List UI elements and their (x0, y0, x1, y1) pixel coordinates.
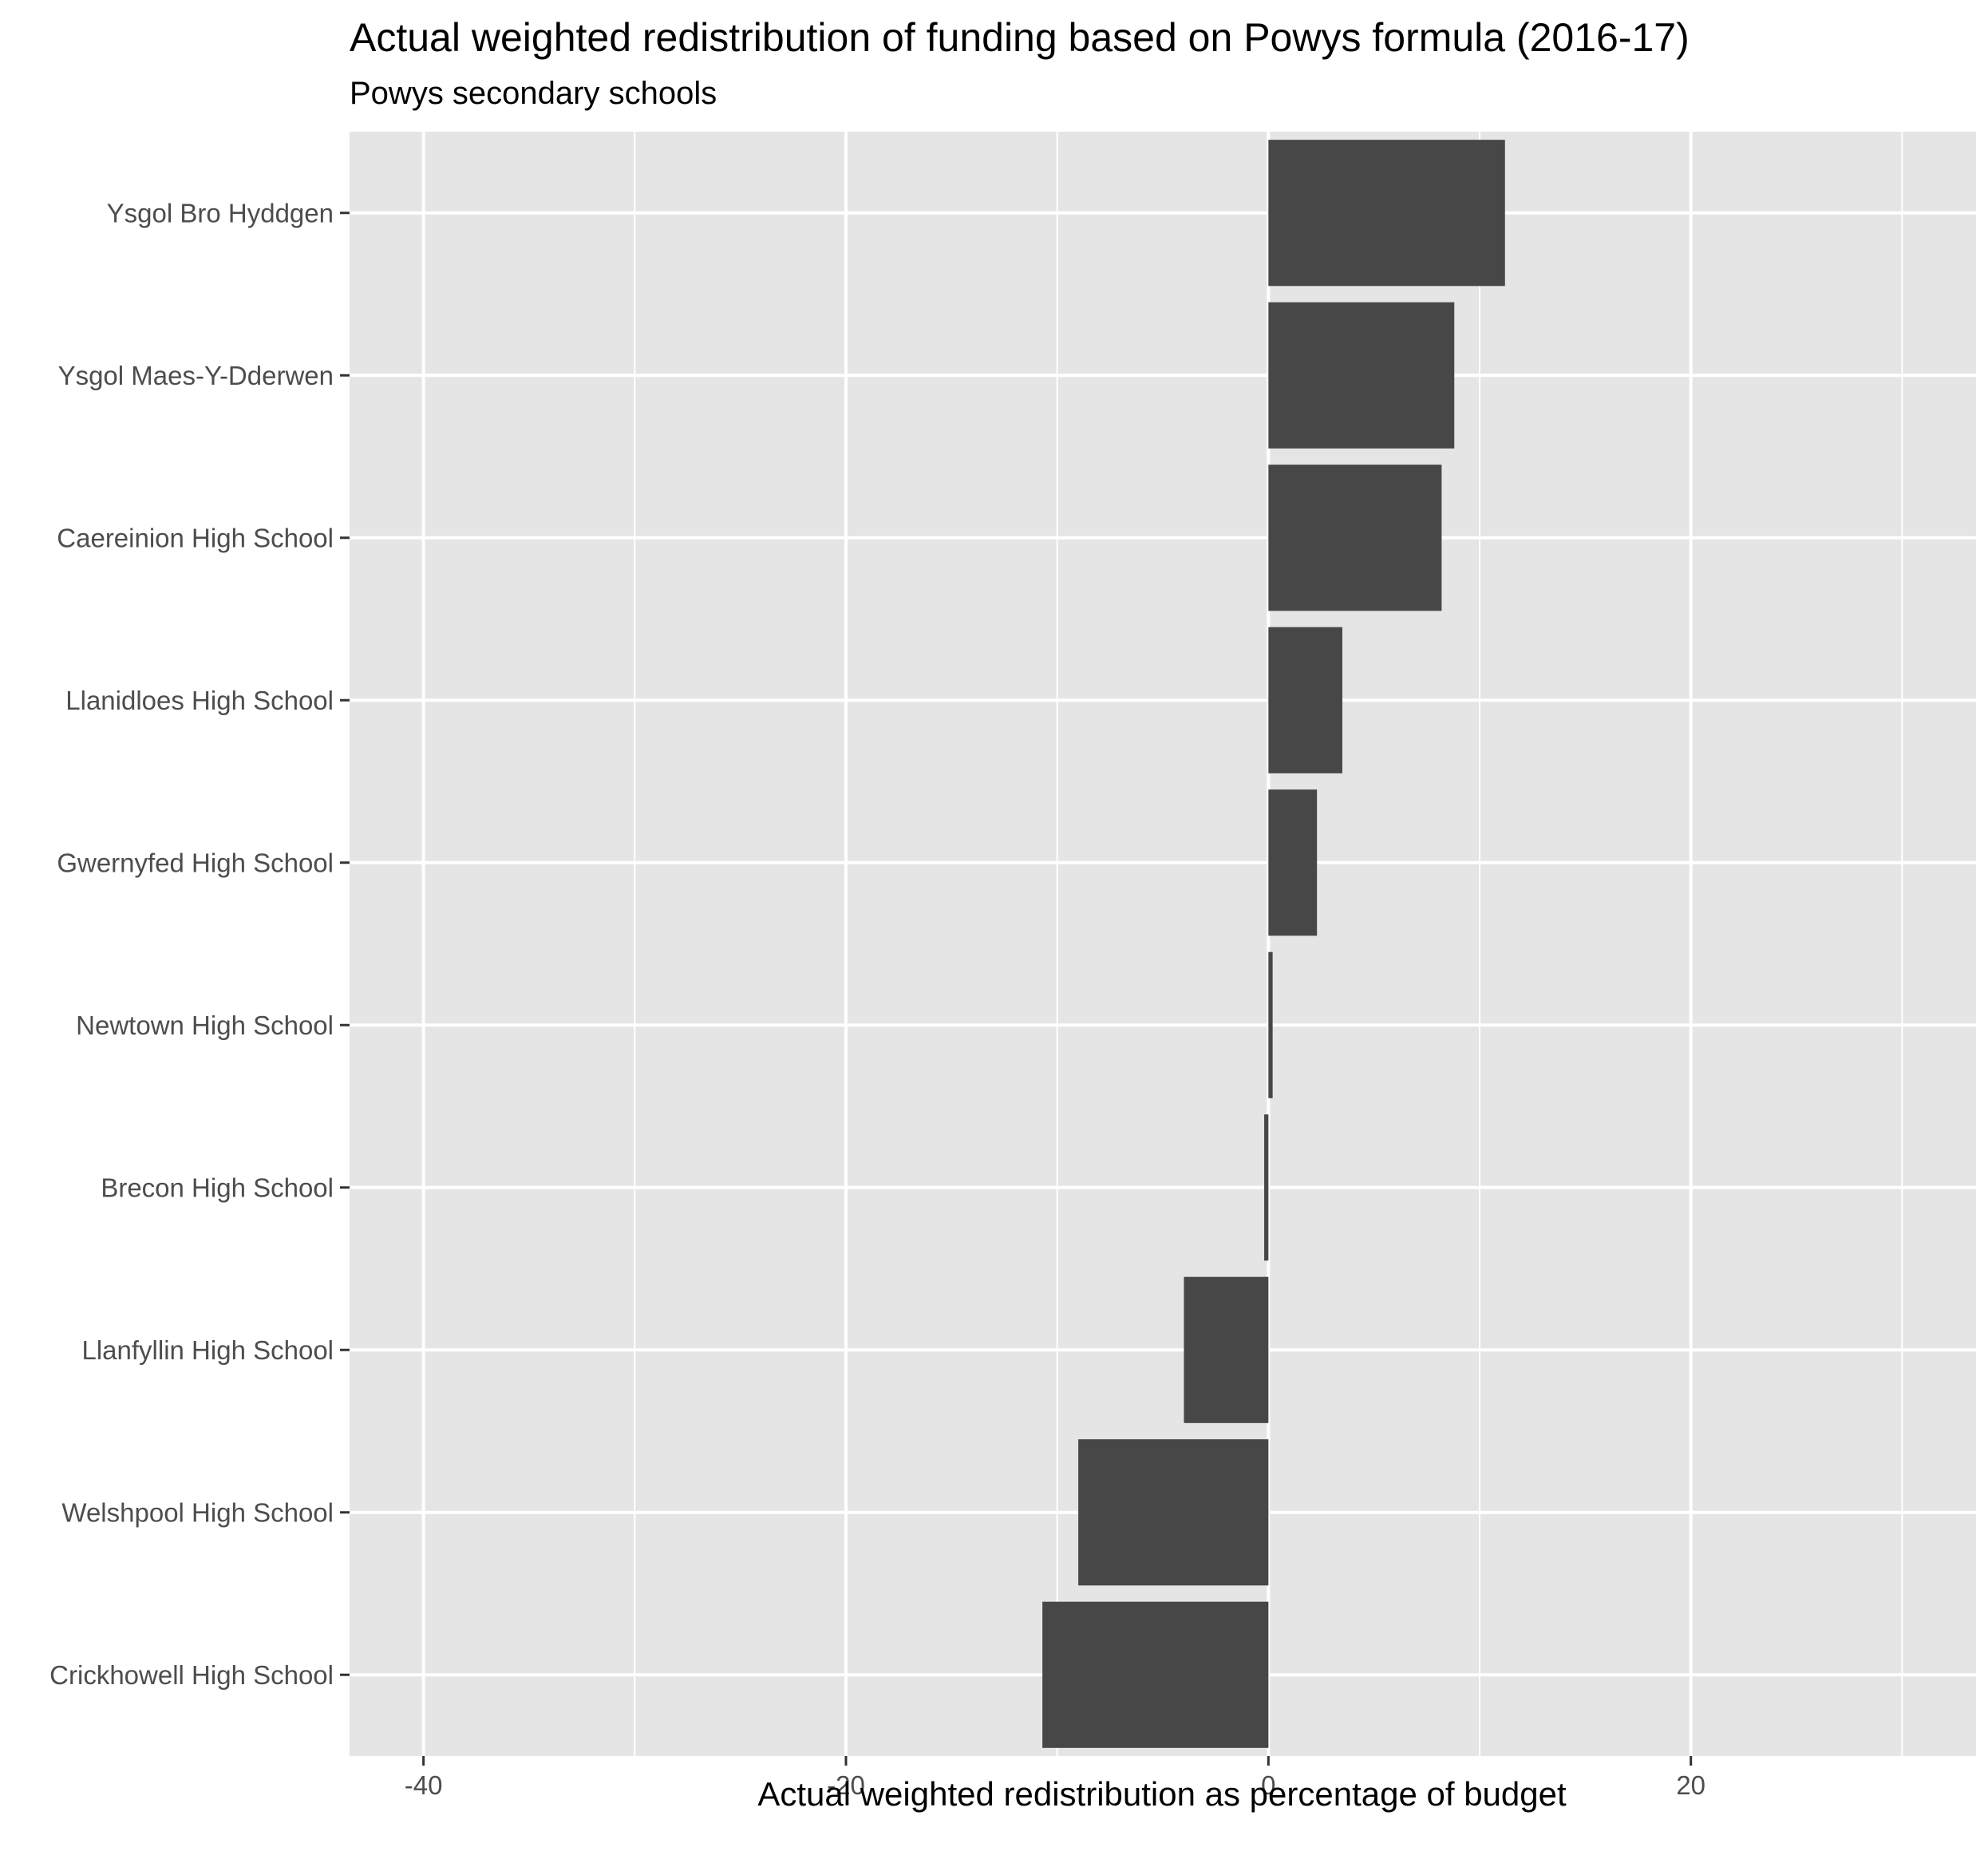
bars (1042, 140, 1505, 1748)
bar (1078, 1439, 1269, 1586)
y-tick-label: Caereinion High School (57, 523, 334, 552)
x-axis: -40 -20 0 20 (405, 1756, 1705, 1800)
y-tick-label: Llanidloes High School (65, 686, 334, 715)
x-tick-label: 0 (1261, 1770, 1275, 1800)
y-tick-label: Ysgol Maes-Y-Dderwen (58, 361, 334, 390)
y-axis: Ysgol Bro Hyddgen Ysgol Maes-Y-Dderwen Cae… (49, 198, 350, 1690)
y-tick-label: Gwernyfed High School (57, 848, 334, 877)
bar (1268, 951, 1273, 1098)
x-axis-label: Actual weighted redistribution as percen… (757, 1775, 1567, 1813)
x-tick-label: 20 (1676, 1770, 1705, 1800)
minor-gridlines (634, 132, 1903, 1756)
chart-subtitle: Powys secondary schools (350, 76, 717, 111)
y-tick-label: Llanfyllin High School (81, 1335, 334, 1365)
bar (1042, 1601, 1269, 1748)
y-tick-label: Newtown High School (76, 1011, 334, 1040)
chart-title: Actual weighted redistribution of fundin… (350, 15, 1690, 60)
y-tick-label: Crickhowell High School (49, 1660, 334, 1690)
bar (1268, 627, 1342, 773)
bar (1268, 140, 1505, 287)
y-tick-label: Brecon High School (101, 1173, 334, 1202)
bar (1268, 302, 1455, 449)
bar (1268, 465, 1442, 611)
y-tick-label: Welshpool High School (61, 1497, 334, 1527)
bar (1268, 789, 1318, 936)
major-gridlines (350, 132, 1976, 1756)
bar (1184, 1276, 1269, 1423)
y-tick-label: Ysgol Bro Hyddgen (107, 198, 334, 227)
x-tick-label: -20 (827, 1770, 865, 1800)
x-tick-label: -40 (405, 1770, 443, 1800)
bar (1264, 1114, 1269, 1261)
